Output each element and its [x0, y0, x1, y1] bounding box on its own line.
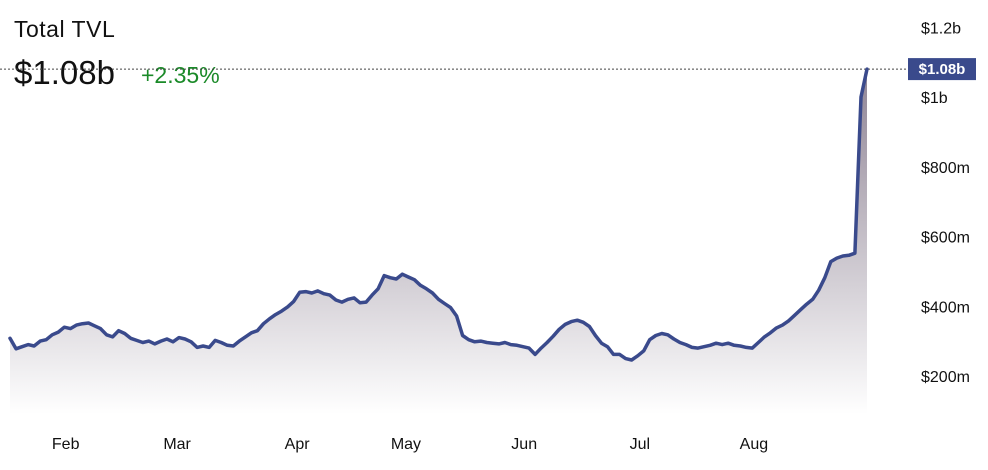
x-tick-label: Aug: [740, 436, 768, 453]
tvl-series-line[interactable]: [8, 67, 869, 362]
current-value-badge-background: [908, 58, 976, 81]
y-tick-label: $400m: [921, 299, 970, 316]
tvl-change-percent: +2.35%: [141, 62, 220, 88]
x-tick-label: Apr: [285, 436, 311, 453]
y-tick-label: $600m: [921, 230, 970, 247]
y-tick-label: $800m: [921, 160, 970, 177]
y-tick-label: $1.2b: [921, 20, 961, 37]
x-tick-label: Mar: [163, 436, 191, 453]
chart-title: Total TVL: [14, 16, 116, 42]
y-tick-label: $200m: [921, 369, 970, 386]
current-value-badge: $1.08b: [908, 58, 976, 81]
current-tvl-value: $1.08b: [14, 54, 115, 91]
current-value-badge-label: $1.08b: [919, 61, 966, 78]
x-tick-label: May: [391, 436, 421, 453]
x-tick-label: Feb: [52, 436, 80, 453]
y-tick-label: $1b: [921, 90, 948, 107]
x-tick-label: Jun: [511, 436, 537, 453]
x-tick-label: Jul: [630, 436, 650, 453]
tvl-area-fill: [10, 69, 867, 414]
